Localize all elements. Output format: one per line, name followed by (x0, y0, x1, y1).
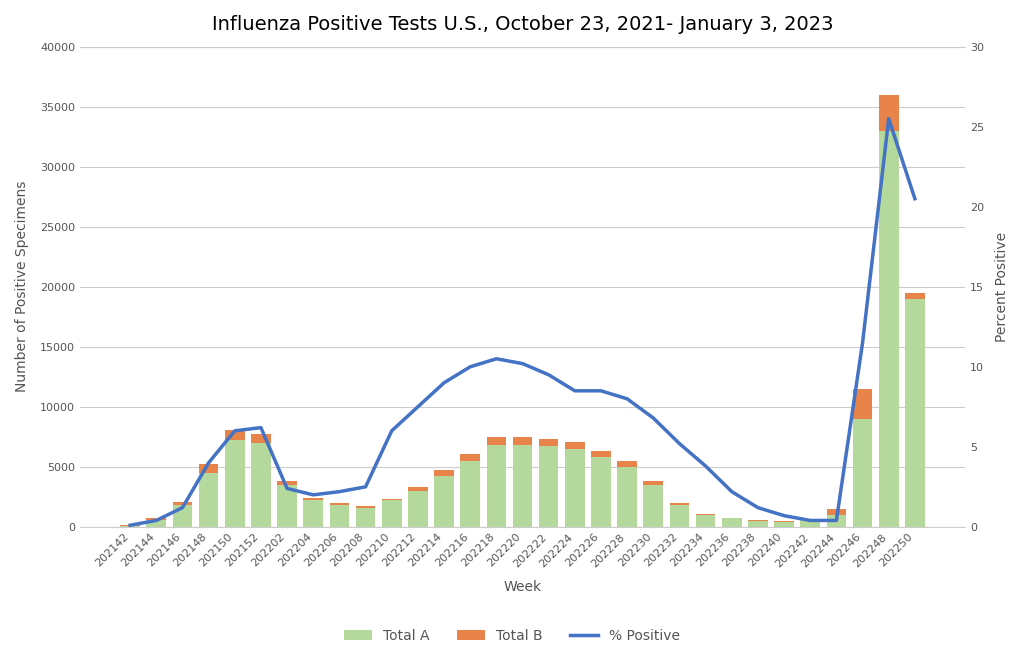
Bar (670, 505, 689, 527)
Bar (486, 437, 506, 446)
% Positive (778, 512, 791, 520)
Bar (408, 487, 428, 491)
Bar (461, 453, 480, 461)
Bar (722, 518, 741, 527)
Bar (355, 506, 376, 508)
% Positive (543, 371, 555, 379)
% Positive (568, 387, 581, 395)
% Positive (151, 516, 163, 524)
Line: % Positive: % Positive (130, 118, 914, 525)
% Positive (228, 427, 241, 435)
Bar (670, 503, 689, 505)
Bar (434, 477, 454, 527)
Bar (643, 481, 664, 485)
% Positive (412, 403, 424, 411)
% Positive (804, 516, 816, 524)
Bar (801, 520, 820, 527)
Bar (513, 437, 532, 446)
Bar (199, 473, 218, 527)
Bar (879, 130, 898, 527)
Bar (330, 505, 349, 527)
% Positive (699, 462, 712, 470)
Bar (749, 520, 768, 521)
Bar (643, 485, 664, 527)
Bar (801, 519, 820, 520)
Bar (173, 502, 193, 505)
% Positive (359, 483, 372, 491)
% Positive (464, 363, 476, 371)
% Positive (203, 459, 215, 467)
% Positive (647, 414, 659, 422)
Bar (199, 465, 218, 473)
% Positive (176, 504, 188, 512)
Y-axis label: Percent Positive: Percent Positive (995, 232, 1009, 342)
% Positive (621, 395, 633, 402)
Bar (879, 95, 898, 130)
Bar (853, 419, 872, 527)
Bar (591, 451, 610, 457)
Bar (565, 449, 585, 527)
Bar (146, 520, 166, 527)
% Positive (883, 115, 895, 122)
Bar (749, 521, 768, 527)
% Positive (830, 516, 843, 524)
% Positive (333, 488, 345, 496)
% Positive (726, 488, 738, 496)
% Positive (490, 355, 503, 363)
Bar (173, 505, 193, 527)
Bar (355, 508, 376, 527)
Bar (695, 515, 716, 527)
Bar (330, 503, 349, 505)
Bar (278, 485, 297, 527)
Bar (225, 430, 245, 440)
Bar (513, 446, 532, 527)
Bar (617, 467, 637, 527)
% Positive (516, 359, 528, 367)
Bar (617, 461, 637, 467)
Bar (251, 443, 270, 527)
Bar (408, 491, 428, 527)
Bar (826, 515, 846, 527)
% Positive (386, 427, 398, 435)
Bar (565, 442, 585, 449)
Bar (486, 446, 506, 527)
Legend: Total A, Total B, % Positive: Total A, Total B, % Positive (338, 624, 686, 649)
Bar (303, 500, 323, 527)
Bar (591, 457, 610, 527)
Bar (826, 509, 846, 515)
% Positive (908, 195, 921, 203)
% Positive (438, 379, 451, 387)
Bar (382, 498, 401, 500)
% Positive (674, 440, 686, 448)
Bar (905, 293, 925, 299)
Bar (225, 440, 245, 527)
Bar (853, 389, 872, 419)
% Positive (752, 504, 764, 512)
Bar (434, 471, 454, 477)
Bar (303, 498, 323, 500)
Bar (695, 514, 716, 515)
% Positive (307, 491, 319, 498)
Bar (905, 299, 925, 527)
Bar (278, 481, 297, 485)
Bar (539, 439, 558, 446)
Bar (251, 434, 270, 443)
% Positive (281, 485, 293, 493)
% Positive (595, 387, 607, 395)
Bar (461, 461, 480, 527)
% Positive (255, 424, 267, 432)
Bar (774, 522, 794, 527)
Y-axis label: Number of Positive Specimens: Number of Positive Specimens (15, 181, 29, 393)
Bar (120, 526, 140, 527)
X-axis label: Week: Week (504, 580, 542, 594)
% Positive (124, 521, 136, 529)
Bar (539, 446, 558, 527)
Bar (146, 518, 166, 520)
Title: Influenza Positive Tests U.S., October 23, 2021- January 3, 2023: Influenza Positive Tests U.S., October 2… (212, 15, 834, 34)
% Positive (856, 339, 868, 347)
Bar (382, 500, 401, 527)
